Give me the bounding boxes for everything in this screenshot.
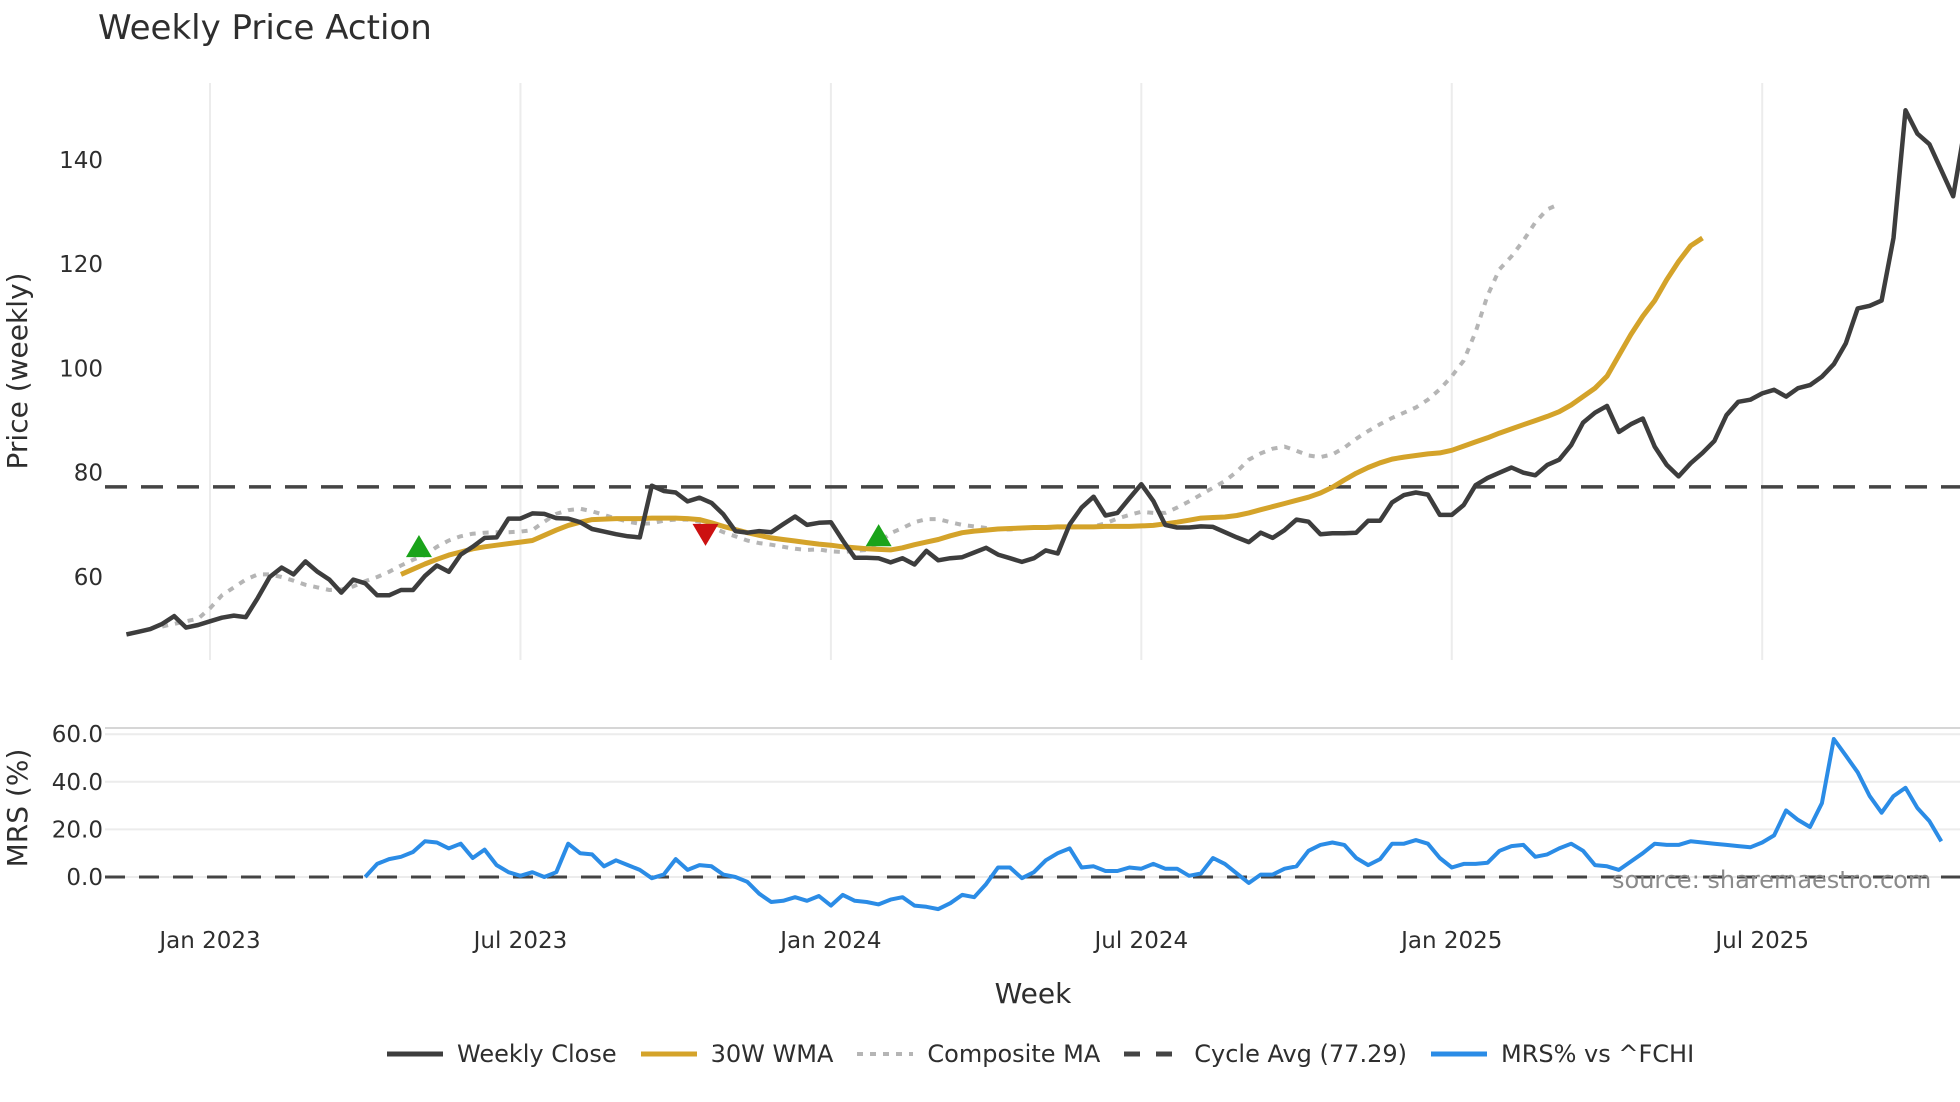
legend-item-cycle-avg[interactable]: Cycle Avg (77.29): [1122, 1040, 1407, 1068]
mrs-y-axis-label: MRS (%): [1, 749, 34, 868]
mrs-y-axis-ticks: 0.0 20.0 40.0 60.0: [52, 722, 103, 891]
price-y-axis-ticks: 60 80 100 120 140: [59, 148, 103, 591]
mrs-y-tick-label: 20.0: [52, 817, 103, 843]
legend-swatch-icon: [1430, 1051, 1487, 1057]
mrs-y-tick-label: 60.0: [52, 722, 103, 748]
legend-label: Weekly Close: [457, 1040, 617, 1068]
mrs-gridlines: [105, 727, 1960, 878]
x-tick-label: Jul 2023: [472, 928, 568, 954]
source-note: source: sharemaestro.com: [1612, 866, 1932, 894]
legend-label: 30W WMA: [710, 1040, 834, 1068]
x-tick-label: Jul 2024: [1093, 928, 1189, 954]
legend-swatch-icon: [857, 1052, 914, 1056]
sell-signal-triangle-down-icon: [692, 523, 719, 546]
composite-ma-line: [161, 202, 1561, 629]
mrs-y-tick-label: 0.0: [66, 865, 103, 891]
buy-signal-triangle-up-icon: [405, 535, 432, 558]
price-y-axis-label: Price (weekly): [1, 273, 34, 470]
x-tick-label: Jan 2024: [778, 928, 881, 954]
chart-legend: Weekly Close 30W WMA Composite MA Cycle Avg…: [385, 1034, 1716, 1074]
x-axis-label: Week: [995, 977, 1072, 1010]
price-y-tick-label: 100: [59, 356, 103, 382]
wma30-line: [400, 235, 1704, 577]
chart-title: Weekly Price Action: [98, 8, 432, 48]
price-y-tick-label: 140: [59, 148, 103, 174]
signal-markers: [405, 523, 892, 558]
mrs-y-tick-label: 40.0: [52, 770, 103, 796]
buy-signal-triangle-up-icon: [865, 524, 892, 547]
legend-swatch-icon: [640, 1051, 697, 1057]
x-tick-label: Jul 2025: [1713, 928, 1809, 954]
legend-item-composite-ma[interactable]: Composite MA: [855, 1040, 1100, 1068]
price-y-tick-label: 120: [59, 252, 103, 278]
x-tick-label: Jan 2023: [157, 928, 260, 954]
x-axis-ticks: Jan 2023 Jul 2023 Jan 2024 Jul 2024 Jan 2025…: [157, 928, 1809, 954]
legend-label: MRS% vs ^FCHI: [1500, 1040, 1695, 1068]
legend-item-wma30[interactable]: 30W WMA: [639, 1040, 834, 1068]
mrs-line: [363, 737, 1944, 912]
x-tick-label: Jan 2025: [1399, 928, 1502, 954]
price-y-tick-label: 60: [74, 565, 103, 591]
price-gridlines: [209, 83, 1764, 660]
legend-label: Cycle Avg (77.29): [1194, 1040, 1407, 1068]
weekly-close-line: [125, 108, 1960, 637]
legend-label: Composite MA: [927, 1040, 1101, 1068]
legend-item-mrs[interactable]: MRS% vs ^FCHI: [1429, 1040, 1694, 1068]
legend-item-weekly-close[interactable]: Weekly Close: [385, 1040, 617, 1068]
price-y-tick-label: 80: [74, 461, 103, 487]
legend-swatch-icon: [387, 1051, 443, 1057]
legend-swatch-icon: [1124, 1051, 1181, 1057]
